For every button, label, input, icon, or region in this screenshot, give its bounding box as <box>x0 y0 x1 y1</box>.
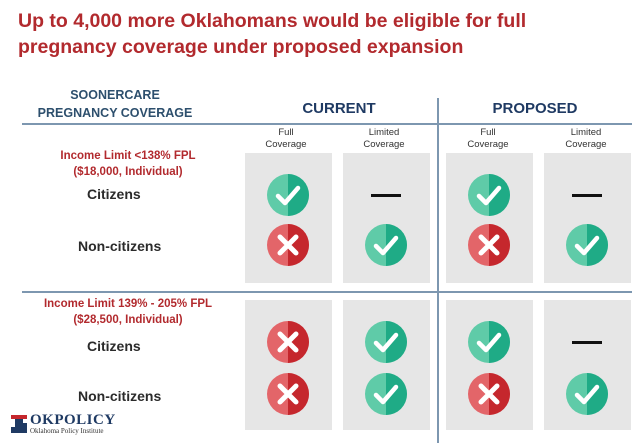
col-header-text: Coverage <box>265 139 307 150</box>
col-header-text: Coverage <box>467 139 509 150</box>
group-header-current: CURRENT <box>302 100 376 117</box>
check-icon <box>364 223 408 267</box>
check-icon <box>364 372 408 416</box>
col-header-proposed-full: Full Coverage <box>443 127 533 151</box>
section-label-line: ($18,000, Individual) <box>73 166 183 178</box>
check-icon <box>565 372 609 416</box>
row-label: Non-citizens <box>78 238 162 254</box>
check-icon <box>467 173 511 217</box>
section-label-2: Income Limit 139% - 205% FPL ($28,500, I… <box>22 296 234 328</box>
section-divider <box>22 291 632 293</box>
x-icon <box>266 223 310 267</box>
header-divider <box>22 123 632 125</box>
section-label-line: ($28,500, Individual) <box>73 314 183 326</box>
check-icon <box>266 173 310 217</box>
col-header-proposed-limited: Limited Coverage <box>541 127 631 151</box>
col-header-text: Full <box>480 127 496 138</box>
col-header-text: Limited <box>570 127 602 138</box>
group-header-proposed: PROPOSED <box>492 100 578 117</box>
check-icon <box>565 223 609 267</box>
col-header-current-full: Full Coverage <box>241 127 331 151</box>
corner-label-line-2: PREGNANCY COVERAGE <box>37 106 193 120</box>
page-title: Up to 4,000 more Oklahomans would be eli… <box>18 10 527 58</box>
logo-subtext: Oklahoma Policy Institute <box>30 427 104 435</box>
okpolicy-logo-icon <box>11 415 27 433</box>
col-header-current-limited: Limited Coverage <box>339 127 429 151</box>
col-header-text: Limited <box>368 127 400 138</box>
dash-icon <box>572 194 602 197</box>
x-icon <box>266 320 310 364</box>
col-header-text: Coverage <box>565 139 607 150</box>
group-divider <box>437 98 439 443</box>
table-corner-label: SOONERCARE PREGNANCY COVERAGE <box>30 86 200 122</box>
dash-icon <box>371 194 401 197</box>
col-header-text: Full <box>278 127 294 138</box>
section-label-line: Income Limit 139% - 205% FPL <box>43 298 213 310</box>
row-label: Non-citizens <box>78 388 162 404</box>
row-label: Citizens <box>87 338 141 354</box>
okpolicy-logo: OKPOLICY Oklahoma Policy Institute <box>10 412 115 440</box>
check-icon <box>364 320 408 364</box>
row-label: Citizens <box>87 186 141 202</box>
col-header-text: Coverage <box>363 139 405 150</box>
x-icon <box>467 223 511 267</box>
logo-text: OKPOLICY <box>30 412 116 428</box>
corner-label-line-1: SOONERCARE <box>70 88 160 102</box>
dash-icon <box>572 341 602 344</box>
x-icon <box>467 372 511 416</box>
section-label-1: Income Limit <138% FPL ($18,000, Individ… <box>22 148 234 180</box>
x-icon <box>266 372 310 416</box>
section-label-line: Income Limit <138% FPL <box>60 150 196 162</box>
check-icon <box>467 320 511 364</box>
